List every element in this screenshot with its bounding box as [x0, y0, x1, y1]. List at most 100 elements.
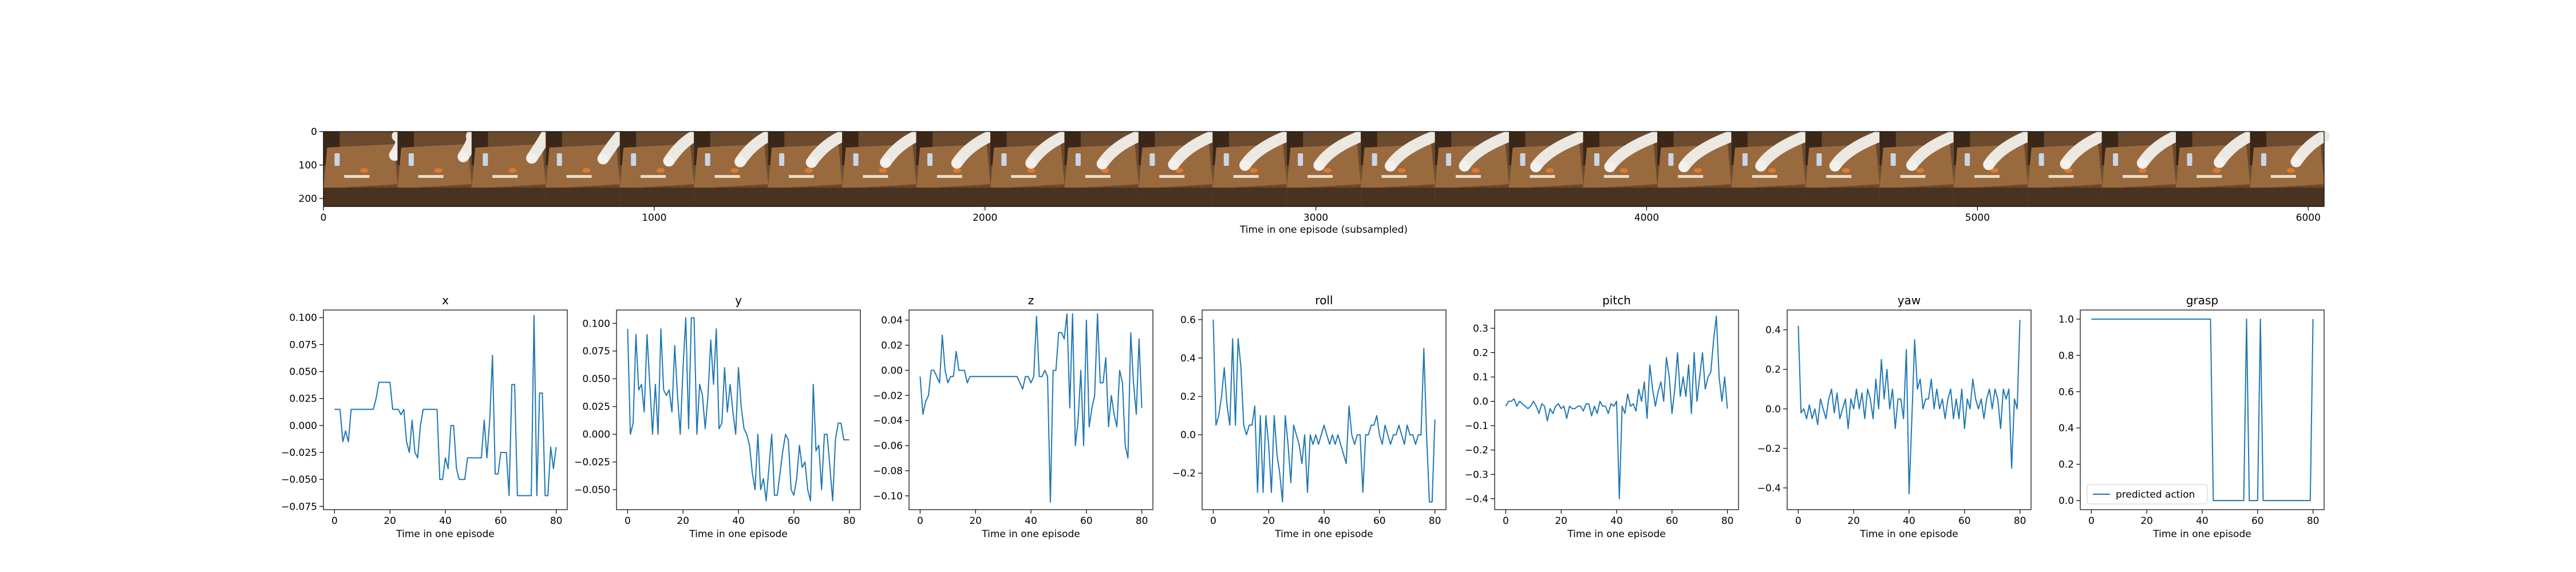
y-tick-label: 0.0: [2059, 495, 2074, 507]
frame-plate: [1752, 175, 1777, 178]
axes-frame: [1202, 309, 1447, 510]
chart-title: z: [1028, 293, 1034, 307]
frame-gripper: [2291, 156, 2302, 167]
frame-object: [730, 168, 739, 173]
frame-bottle: [2187, 153, 2192, 166]
strip-frame-0: [323, 130, 407, 206]
frame-table-front: [1805, 188, 1880, 206]
frame-bottle: [1149, 153, 1155, 166]
frame-table: [1509, 144, 1583, 189]
strip-frame-12: [1212, 130, 1293, 206]
frame-bottle: [408, 153, 414, 166]
frame-table-front: [2101, 188, 2176, 206]
frame-object: [804, 168, 813, 173]
y-tick-label: −0.06: [873, 440, 903, 452]
legend-box: [2087, 484, 2208, 505]
frame-plate: [714, 175, 740, 178]
y-tick-label: 0.2: [1765, 364, 1781, 376]
x-tick-label: 20: [2140, 515, 2153, 527]
frame-bottle: [2261, 153, 2266, 166]
y-tick-label: −0.075: [281, 501, 317, 513]
strip-x-tick-label: 1000: [642, 212, 666, 224]
frame-gripper: [880, 157, 891, 168]
strip-x-axis-label: Time in one episode (subsampled): [1239, 224, 1408, 236]
frame-bottle: [2113, 153, 2119, 166]
frame-table: [842, 144, 916, 189]
x-tick-label: 40: [1318, 515, 1330, 527]
frame-gripper: [458, 151, 469, 162]
strip-frame-3: [546, 130, 626, 206]
frame-bottle: [927, 153, 933, 166]
frame-bottle: [1446, 153, 1452, 166]
frame-object: [1471, 168, 1480, 173]
strip-x-tick-label: 3000: [1303, 212, 1328, 224]
frame-object: [1768, 168, 1776, 173]
y-tick-label: 0.6: [2059, 387, 2074, 398]
legend: predicted action: [2087, 484, 2208, 505]
frame-table: [2176, 144, 2250, 189]
frame-table-front: [1138, 188, 1213, 206]
x-tick-label: 0: [1503, 515, 1509, 527]
frame-table-front: [1657, 188, 1732, 206]
frame-table: [768, 144, 843, 189]
frame-plate: [1307, 175, 1333, 178]
frame-table-front: [323, 188, 398, 206]
strip-frame-17: [1583, 130, 1663, 206]
x-tick-label: 0: [917, 515, 923, 527]
strip-y-tick-label: 100: [299, 160, 317, 171]
x-tick-label: 0: [625, 515, 631, 527]
frame-plate: [1085, 175, 1111, 178]
frame-bottle: [334, 153, 340, 166]
axes-frame: [323, 309, 568, 510]
frame-gripper: [527, 153, 538, 164]
series-line: [919, 313, 1143, 503]
legend-label: predicted action: [2116, 489, 2195, 500]
frame-table: [323, 144, 398, 189]
x-tick-label: 60: [2251, 515, 2264, 527]
y-tick-label: 0.000: [289, 420, 317, 432]
frame-object: [1916, 168, 1925, 173]
strip-frame-9: [990, 130, 1070, 206]
y-tick-label: 0.1: [1473, 372, 1488, 383]
frame-bottle: [1742, 153, 1748, 166]
panel-y: y 0 20 40 60 80 −0.050 −0.025 0.000 0.025 0.050 0.0…: [574, 293, 861, 540]
action-panels: x0 20 40 60 80−0.075−0.050−0.0250.0000.0250.…: [281, 293, 2325, 540]
y-tick-label: −0.02: [873, 390, 903, 402]
series-line: [627, 317, 850, 502]
y-tick-label: 0.050: [582, 374, 610, 385]
frame-bottle: [1298, 153, 1303, 166]
frame-gripper: [598, 153, 609, 164]
y-tick-label: 1.0: [2059, 314, 2074, 325]
frame-table-front: [1212, 188, 1287, 206]
frame-bottle: [1001, 153, 1007, 166]
frame-table: [1731, 144, 1805, 189]
frame-table: [1361, 144, 1435, 189]
chart-title: pitch: [1602, 293, 1631, 307]
y-tick-label: −0.025: [281, 447, 317, 459]
y-tick-label: 0.2: [1180, 391, 1196, 403]
frame-plate: [1455, 175, 1481, 178]
strip-y-ticks: 0 100 200: [299, 126, 323, 205]
y-tick-label: 0.100: [582, 318, 610, 329]
frame-plate: [1826, 175, 1852, 178]
frame-object: [1694, 168, 1702, 173]
series-line: [1505, 315, 1728, 499]
frame-table-front: [694, 188, 768, 206]
y-tick-label: 0.00: [881, 365, 903, 376]
frame-object: [879, 168, 887, 173]
frame-bottle: [1223, 153, 1229, 166]
frame-gripper: [1678, 161, 1689, 172]
episode-frame-strip: 0 1000 2000 3000 4000 5000 6000 0 100 200 Time i…: [299, 126, 2330, 236]
frame-bottle: [631, 153, 637, 166]
y-tick-label: 0.075: [582, 346, 610, 357]
strip-frame-4: [619, 130, 700, 206]
frame-table: [1657, 144, 1732, 189]
axes-frame: [1787, 309, 2032, 510]
x-axis-label: Time in one episode: [1567, 529, 1665, 540]
y-tick-label: 0.100: [289, 312, 317, 324]
y-tick-label: 0.2: [2059, 459, 2074, 471]
frame-gripper: [1239, 160, 1250, 170]
strip-frame-5: [694, 130, 774, 206]
y-tick-label: −0.4: [1465, 494, 1488, 505]
frame-gripper: [663, 156, 674, 166]
